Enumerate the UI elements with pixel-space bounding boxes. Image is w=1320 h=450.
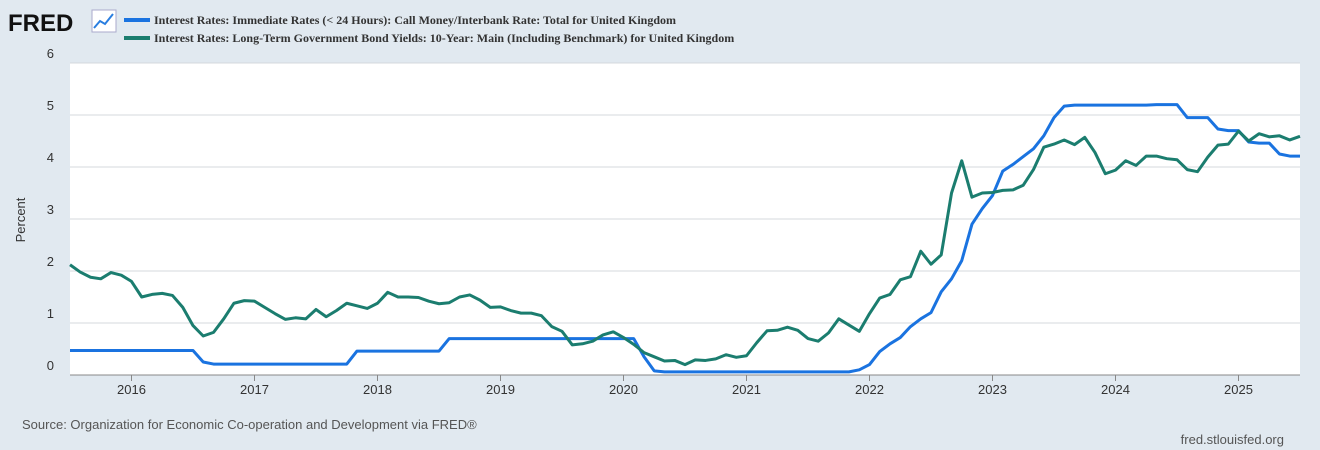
x-tick-label: 2018 xyxy=(363,382,392,397)
x-tick-label: 2023 xyxy=(978,382,1007,397)
x-tick-label: 2021 xyxy=(732,382,761,397)
legend-label: Interest Rates: Immediate Rates (< 24 Ho… xyxy=(154,13,676,27)
x-tick-label: 2024 xyxy=(1101,382,1130,397)
y-tick-label: 5 xyxy=(47,98,54,113)
x-tick-label: 2019 xyxy=(486,382,515,397)
x-tick-label: 2022 xyxy=(855,382,884,397)
y-tick-label: 3 xyxy=(47,202,54,217)
series-line xyxy=(69,129,1301,367)
y-tick-label: 1 xyxy=(47,306,54,321)
legend-label: Interest Rates: Long-Term Government Bon… xyxy=(154,31,734,45)
logo-icon xyxy=(91,9,117,33)
x-tick-label: 2020 xyxy=(609,382,638,397)
series-line xyxy=(70,103,1300,374)
x-tick-label: 2016 xyxy=(117,382,146,397)
y-tick-label: 6 xyxy=(47,46,54,61)
x-tick-label: 2017 xyxy=(240,382,269,397)
credit[interactable]: fred.stlouisfed.org xyxy=(1181,432,1284,447)
y-tick-label: 0 xyxy=(47,358,54,373)
x-tick-label: 2025 xyxy=(1224,382,1253,397)
y-axis-label: Percent xyxy=(13,197,28,242)
logo[interactable]: FRED xyxy=(8,10,73,37)
source: Source: Organization for Economic Co-ope… xyxy=(22,417,477,432)
y-tick-label: 2 xyxy=(47,254,54,269)
y-tick-label: 4 xyxy=(47,150,54,165)
